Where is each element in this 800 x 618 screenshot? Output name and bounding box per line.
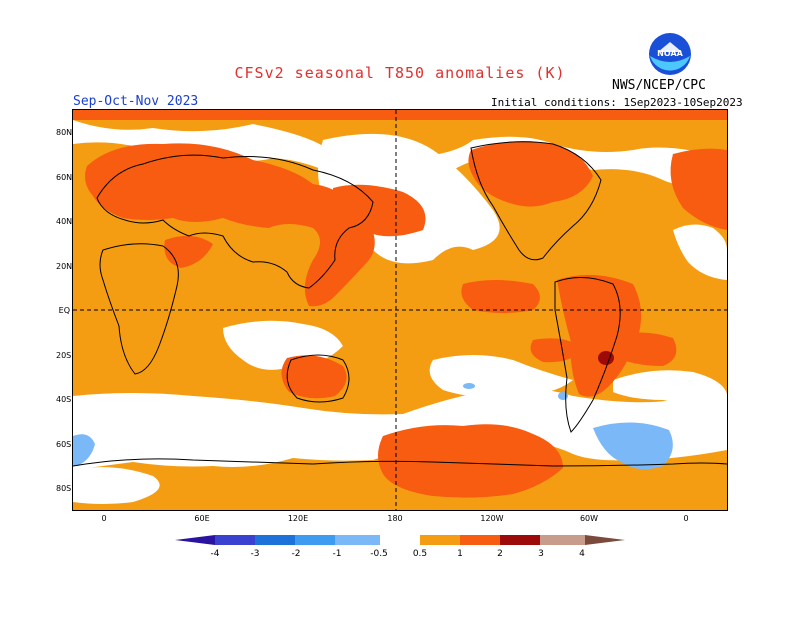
legend-label: -4 [210, 549, 220, 559]
color-legend [175, 532, 625, 566]
legend-swatch [335, 535, 380, 545]
lon-label: 60E [194, 514, 210, 523]
lon-label: 120E [287, 514, 309, 523]
legend-arrow-left [175, 535, 215, 545]
lat-label: 80N [56, 128, 73, 137]
legend-label: -0.5 [370, 549, 388, 559]
initial-conditions-label: Initial conditions: 1Sep2023-10Sep2023 [491, 96, 743, 109]
legend-label: 0.5 [412, 549, 428, 559]
legend-label: 3 [538, 549, 544, 559]
lon-label: 0 [683, 514, 689, 523]
lat-label: 40N [56, 217, 73, 226]
legend-label: -3 [250, 549, 260, 559]
legend-swatch [255, 535, 295, 545]
lon-label: 180 [387, 514, 403, 523]
noaa-logo-text: NOAA [657, 49, 683, 58]
legend-swatch [540, 535, 585, 545]
lat-label: 20S [56, 351, 72, 360]
lat-label: 60S [56, 440, 72, 449]
legend-swatch [380, 535, 420, 545]
noaa-logo-icon: NOAA [648, 32, 692, 76]
cool-anomaly-regions [73, 383, 673, 470]
legend-swatch [460, 535, 500, 545]
season-label: Sep-Oct-Nov 2023 [73, 94, 199, 109]
agency-label: NWS/NCEP/CPC [612, 78, 706, 93]
lat-label: EQ [58, 306, 70, 315]
legend-label: 2 [497, 549, 503, 559]
lon-label: 120W [480, 514, 504, 523]
lat-label: 60N [56, 173, 73, 182]
legend-label: -2 [291, 549, 301, 559]
lat-label: 80S [56, 484, 72, 493]
lon-label: 0 [101, 514, 107, 523]
warm-anomaly-regions [73, 110, 727, 498]
coastlines [73, 141, 727, 467]
legend-swatch [420, 535, 460, 545]
legend-label: -1 [332, 549, 342, 559]
legend-swatch [500, 535, 540, 545]
anomaly-map [72, 109, 728, 511]
legend-label: 4 [579, 549, 585, 559]
legend-swatch [215, 535, 255, 545]
strong-anomaly-spot [598, 351, 614, 365]
lon-label: 60W [579, 514, 599, 523]
lat-label: 40S [56, 395, 72, 404]
lat-label: 20N [56, 262, 73, 271]
legend-arrow-right [585, 535, 625, 545]
legend-swatch [295, 535, 335, 545]
chart-title: CFSv2 seasonal T850 anomalies (K) [234, 64, 566, 82]
legend-label: 1 [457, 549, 463, 559]
